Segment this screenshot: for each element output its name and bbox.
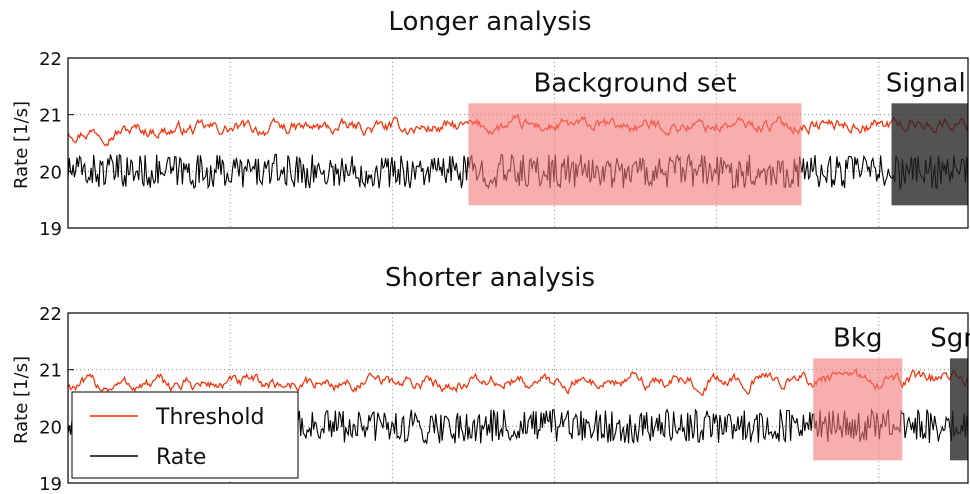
y-ticks: 19 20 21 22 — [39, 304, 74, 494]
annotation-label: Sgn — [930, 323, 970, 353]
y-tick-label: 20 — [39, 162, 62, 183]
y-tick-label: 22 — [39, 304, 62, 325]
y-ticks: 19 20 21 22 — [39, 49, 74, 240]
annotation-region-background-set — [468, 103, 802, 206]
y-tick-label: 19 — [39, 219, 62, 240]
y-tick-label: 21 — [39, 106, 62, 127]
annotation-region-signal — [891, 103, 968, 206]
plot-frame — [67, 312, 969, 484]
annotation-label: Signal — [886, 68, 966, 98]
annotation-regions: Background set Signal — [468, 68, 968, 206]
y-tick-label: 21 — [39, 361, 62, 382]
annotation-label: Bkg — [833, 323, 882, 353]
y-tick-label: 22 — [39, 49, 62, 70]
annotation-region-sgn — [950, 358, 968, 461]
y-axis-label: Rate [1/s] — [11, 101, 32, 189]
annotation-regions: Bkg Sgn — [813, 323, 970, 461]
plot-frame — [67, 57, 969, 229]
panel-longer-analysis: Longer analysis Rate [1/s] Background se… — [11, 7, 969, 240]
annotation-label: Background set — [533, 68, 736, 98]
legend-label-threshold: Threshold — [155, 405, 264, 430]
panel-shorter-analysis: Shorter analysis Rate [1/s] Bkg Sgn 19 20 2… — [11, 263, 970, 494]
legend-box — [71, 391, 299, 479]
panel-title: Shorter analysis — [385, 263, 595, 293]
panel-title: Longer analysis — [388, 7, 591, 37]
y-tick-label: 19 — [39, 474, 62, 494]
legend-label-rate: Rate — [156, 445, 206, 470]
y-axis-label: Rate [1/s] — [11, 356, 32, 444]
y-tick-label: 20 — [39, 417, 62, 438]
annotation-region-bkg — [813, 358, 903, 461]
legend: Threshold Rate — [71, 391, 299, 479]
